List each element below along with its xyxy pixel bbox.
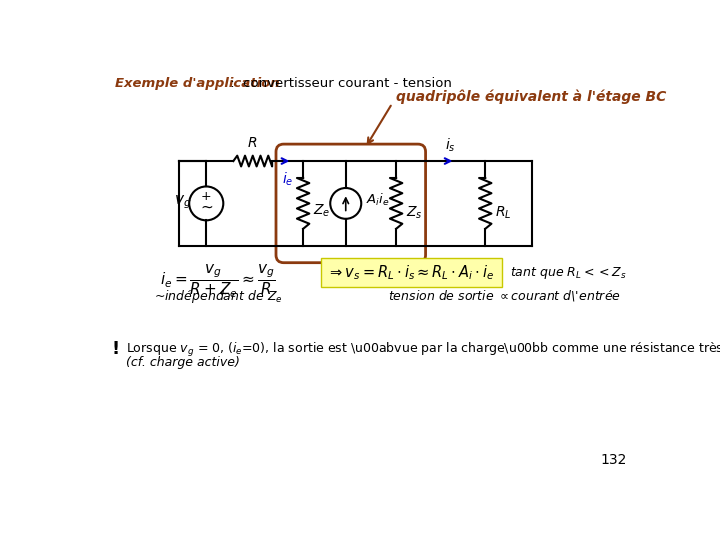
Text: $\Rightarrow v_s = R_L \cdot i_s \approx R_L \cdot A_i \cdot i_e$: $\Rightarrow v_s = R_L \cdot i_s \approx… xyxy=(327,264,494,282)
Text: ~: ~ xyxy=(200,200,212,215)
Text: +: + xyxy=(201,190,212,203)
Text: $Z_e$: $Z_e$ xyxy=(313,203,330,219)
Text: $v_g$: $v_g$ xyxy=(174,193,192,211)
Text: $i_s$: $i_s$ xyxy=(445,137,455,154)
FancyBboxPatch shape xyxy=(321,258,503,287)
Text: $A_i i_e$: $A_i i_e$ xyxy=(366,192,390,207)
Text: R: R xyxy=(248,136,258,150)
Text: tension de sortie $\propto$courant d\'entrée: tension de sortie $\propto$courant d\'en… xyxy=(388,288,621,303)
Text: !: ! xyxy=(112,340,120,357)
Text: $R_L$: $R_L$ xyxy=(495,205,512,221)
Text: (cf. charge active): (cf. charge active) xyxy=(126,356,240,369)
Text: $i_e$: $i_e$ xyxy=(282,170,293,188)
Text: 132: 132 xyxy=(600,453,627,467)
Text: ~indépendant de $Z_e$: ~indépendant de $Z_e$ xyxy=(153,288,282,305)
Text: quadripôle équivalent à l'étage BC: quadripôle équivalent à l'étage BC xyxy=(396,90,667,104)
Text: :  convertisseur courant - tension: : convertisseur courant - tension xyxy=(225,77,451,90)
Text: $Z_s$: $Z_s$ xyxy=(406,205,423,221)
Text: $i_e = \dfrac{v_g}{R + Z_e} \approx \dfrac{v_g}{R}$: $i_e = \dfrac{v_g}{R + Z_e} \approx \dfr… xyxy=(160,262,276,300)
Text: Exemple d'application: Exemple d'application xyxy=(114,77,279,90)
Text: Lorsque $v_g$ = 0, ($i_e$=0), la sortie est \u00abvue par la charge\u00bb comme : Lorsque $v_g$ = 0, ($i_e$=0), la sortie … xyxy=(126,340,720,360)
Text: tant que $R_L << Z_s$: tant que $R_L << Z_s$ xyxy=(510,265,626,281)
